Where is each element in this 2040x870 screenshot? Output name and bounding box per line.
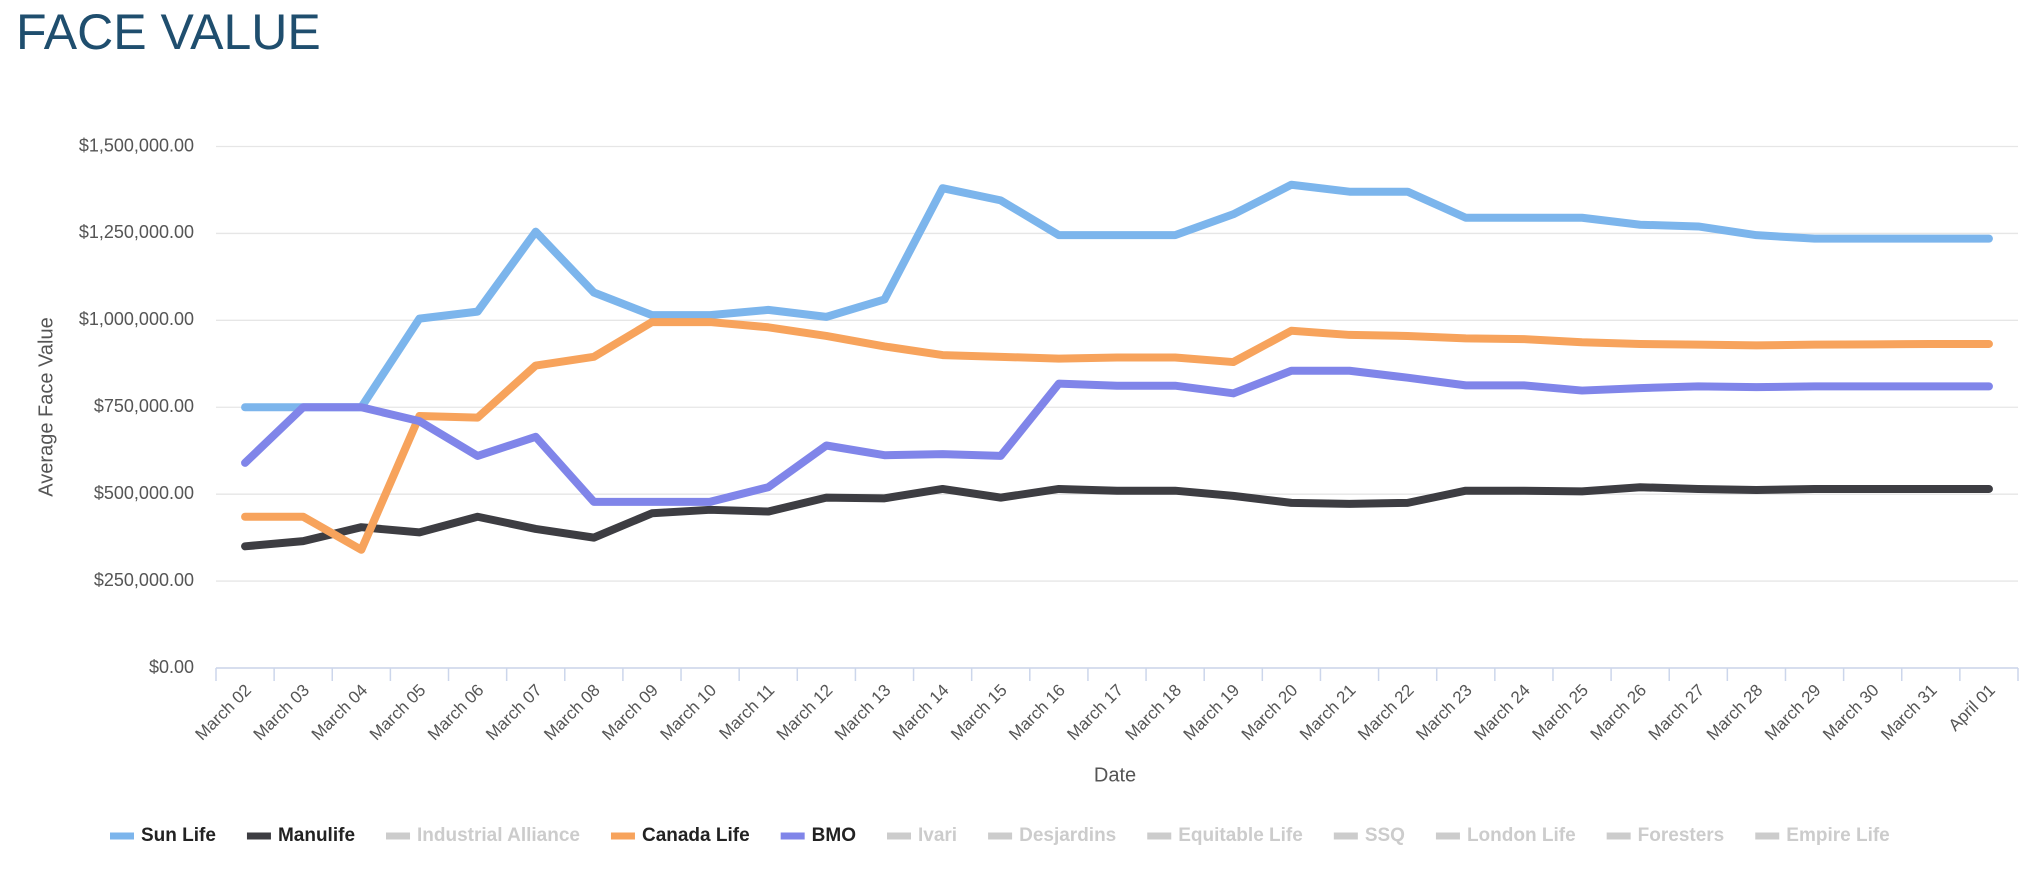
x-axis-title: Date bbox=[1094, 764, 1136, 786]
y-tick-label: $500,000.00 bbox=[94, 483, 194, 503]
series-line bbox=[241, 483, 1993, 551]
x-tick-label: April 01 bbox=[1945, 681, 1999, 735]
x-tick-label: March 28 bbox=[1703, 681, 1767, 745]
y-tick-label: $250,000.00 bbox=[94, 570, 194, 590]
x-tick-label: March 18 bbox=[1122, 681, 1186, 745]
legend-label: BMO bbox=[812, 825, 856, 846]
x-tick-label: March 20 bbox=[1238, 681, 1302, 745]
series-line bbox=[241, 180, 1993, 412]
x-tick-label: March 27 bbox=[1645, 681, 1709, 745]
y-tick-label: $1,250,000.00 bbox=[79, 222, 194, 242]
legend-label: SSQ bbox=[1365, 825, 1405, 846]
legend-label: Foresters bbox=[1638, 825, 1725, 846]
x-tick-label: March 22 bbox=[1354, 681, 1418, 745]
legend-label: Canada Life bbox=[642, 825, 750, 846]
series-line bbox=[241, 318, 1993, 554]
x-tick-label: March 25 bbox=[1528, 681, 1592, 745]
x-tick-label: March 06 bbox=[424, 681, 488, 745]
x-tick-label: March 16 bbox=[1005, 681, 1069, 745]
y-tick-label: $0.00 bbox=[149, 657, 194, 677]
x-tick-label: March 23 bbox=[1412, 681, 1476, 745]
x-tick-label: March 15 bbox=[947, 681, 1011, 745]
x-tick-label: March 30 bbox=[1819, 681, 1883, 745]
x-tick-label: March 13 bbox=[831, 681, 895, 745]
x-tick-label: March 03 bbox=[250, 681, 314, 745]
y-axis-title: Average Face Value bbox=[35, 317, 57, 496]
x-tick-label: March 21 bbox=[1296, 681, 1360, 745]
x-tick-label: March 08 bbox=[540, 681, 604, 745]
y-tick-label: $750,000.00 bbox=[94, 396, 194, 416]
x-tick-label: March 17 bbox=[1063, 681, 1127, 745]
legend-label: Sun Life bbox=[141, 825, 216, 846]
x-tick-label: March 04 bbox=[308, 681, 372, 745]
legend-label: Empire Life bbox=[1786, 825, 1889, 846]
x-tick-label: March 09 bbox=[598, 681, 662, 745]
x-tick-label: March 31 bbox=[1877, 681, 1941, 745]
x-tick-label: March 26 bbox=[1587, 681, 1651, 745]
x-tick-label: March 14 bbox=[889, 681, 953, 745]
y-tick-label: $1,000,000.00 bbox=[79, 309, 194, 329]
x-tick-label: March 05 bbox=[366, 681, 430, 745]
x-tick-label: March 12 bbox=[773, 681, 837, 745]
x-tick-label: March 02 bbox=[192, 681, 256, 745]
x-tick-label: March 19 bbox=[1180, 681, 1244, 745]
x-tick-label: March 11 bbox=[716, 681, 779, 744]
legend-label: London Life bbox=[1467, 825, 1576, 846]
legend-label: Manulife bbox=[278, 825, 355, 846]
y-tick-label: $1,500,000.00 bbox=[79, 135, 194, 155]
x-tick-label: March 29 bbox=[1761, 681, 1825, 745]
series-line bbox=[241, 366, 1993, 506]
chart-title: FACE VALUE bbox=[16, 4, 321, 60]
x-tick-label: March 10 bbox=[657, 681, 721, 745]
x-tick-label: March 07 bbox=[482, 681, 546, 745]
legend-label: Equitable Life bbox=[1178, 825, 1303, 846]
x-tick-label: March 24 bbox=[1470, 681, 1534, 745]
legend-label: Desjardins bbox=[1019, 825, 1116, 846]
legend-label: Industrial Alliance bbox=[417, 825, 580, 846]
legend-label: Ivari bbox=[918, 825, 957, 846]
